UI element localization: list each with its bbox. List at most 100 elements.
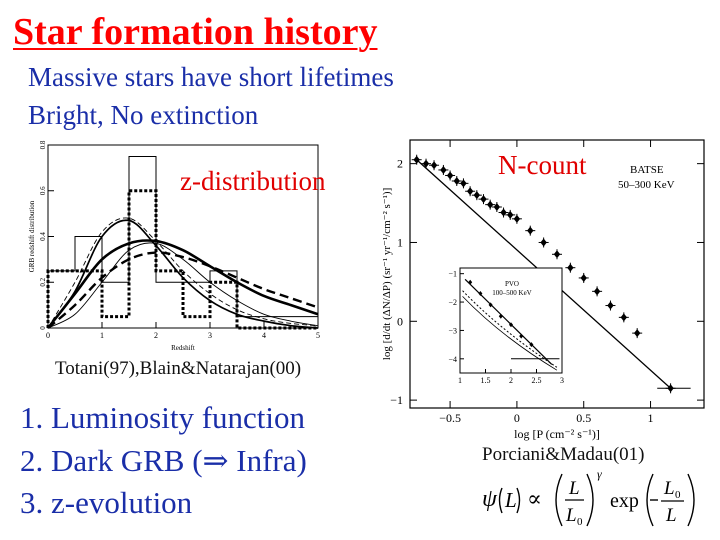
n-count-label: N-count bbox=[498, 150, 587, 180]
inset-x-tick-label: 1.5 bbox=[481, 376, 491, 385]
inset-legend-instrument: PVO bbox=[505, 280, 519, 288]
svg-text:γ: γ bbox=[597, 470, 602, 481]
model-curve-2 bbox=[47, 251, 319, 329]
inset-x-tick-label: 3 bbox=[560, 376, 564, 385]
histogram-2 bbox=[46, 189, 318, 330]
y-axis-label: GRB redshift distribution bbox=[28, 200, 36, 272]
inset-data-point bbox=[498, 313, 503, 319]
page-title: Star formation history bbox=[13, 11, 378, 53]
inset-legend-energy-band: 100–500 KeV bbox=[492, 289, 531, 297]
y-tick-label: 0.8 bbox=[39, 140, 47, 149]
legend-instrument: BATSE bbox=[630, 164, 664, 176]
x-tick-label: 0 bbox=[514, 411, 520, 425]
y-tick-label: 0.4 bbox=[39, 232, 47, 241]
y-axis-label: log [d/dt (ΔN/ΔP) (sr⁻¹ yr⁻¹/cm⁻² s⁻¹)] bbox=[381, 188, 393, 360]
redshift-distribution-chart: 0 1 2 3 4 5 0 0.2 0.4 0.6 0.8 Redshift GRB redshift … bbox=[28, 140, 320, 352]
y-tick-label: 2 bbox=[397, 157, 403, 171]
list-item-luminosity-function: 1. Luminosity function bbox=[20, 400, 306, 435]
x-tick-label: 0.5 bbox=[576, 411, 591, 425]
model-curve-4 bbox=[47, 217, 319, 329]
n-count-chart: −0.5 0 0.5 1 −1 0 1 2 log [P (cm⁻² s⁻¹)] log [d/d… bbox=[381, 139, 705, 441]
data-point bbox=[480, 195, 487, 204]
list-item-z-evolution: 3. z-evolution bbox=[20, 485, 193, 520]
data-point bbox=[493, 203, 501, 211]
x-tick-label: 5 bbox=[316, 331, 320, 340]
x-tick-label: 3 bbox=[208, 331, 212, 340]
data-point bbox=[500, 208, 507, 217]
data-point bbox=[553, 250, 561, 259]
inset-y-tick-label: −4 bbox=[448, 355, 457, 364]
inset-data-point bbox=[519, 333, 524, 339]
data-point bbox=[593, 287, 601, 296]
y-tick-label: 1 bbox=[397, 235, 403, 249]
svg-text:0: 0 bbox=[577, 516, 583, 528]
data-point bbox=[460, 179, 467, 188]
x-tick-label: 1 bbox=[648, 411, 654, 425]
x-tick-label: 4 bbox=[262, 331, 266, 340]
data-point bbox=[473, 191, 481, 200]
x-axis-label: Redshift bbox=[171, 344, 195, 352]
y-tick-label: 0.6 bbox=[39, 186, 47, 195]
legend-energy-band: 50–300 KeV bbox=[618, 179, 675, 191]
inset-data-point bbox=[509, 322, 513, 328]
model-curve-1 bbox=[46, 239, 319, 329]
data-point bbox=[440, 165, 447, 174]
inset-x-tick-label: 2.5 bbox=[532, 376, 542, 385]
inset-data-point bbox=[488, 302, 493, 308]
data-point bbox=[633, 329, 641, 338]
data-point bbox=[446, 171, 454, 180]
data-point bbox=[453, 176, 460, 185]
inset-y-tick-label: −2 bbox=[448, 298, 457, 307]
x-tick-label: 0 bbox=[46, 331, 50, 340]
inset-model-curve-2 bbox=[462, 296, 558, 371]
svg-text:0: 0 bbox=[675, 489, 681, 501]
subtitle-line-2: Bright, No extinction bbox=[28, 100, 259, 130]
y-tick-label: −1 bbox=[390, 393, 403, 407]
histogram-1 bbox=[47, 155, 319, 328]
inset-data-point bbox=[529, 342, 534, 348]
x-tick-label: 2 bbox=[154, 331, 158, 340]
svg-text:L: L bbox=[565, 505, 577, 526]
data-point bbox=[486, 200, 494, 209]
inset-data-point bbox=[478, 291, 483, 297]
data-point bbox=[607, 301, 614, 310]
z-distribution-label: z-distribution bbox=[180, 166, 326, 196]
data-point bbox=[540, 238, 547, 247]
luminosity-function-formula: ψ L ∝ L L 0 γ exp L 0 L bbox=[482, 470, 695, 528]
svg-text:L: L bbox=[663, 478, 675, 499]
x-tick-label: 1 bbox=[100, 331, 104, 340]
svg-text:L: L bbox=[504, 488, 517, 512]
data-point bbox=[567, 263, 574, 272]
data-point bbox=[466, 187, 474, 196]
inset-y-tick-label: −3 bbox=[448, 326, 457, 335]
inset-y-tick-label: −1 bbox=[448, 270, 457, 279]
plot-frame bbox=[409, 139, 705, 409]
inset-x-tick-label: 1 bbox=[458, 376, 462, 385]
x-tick-label: −0.5 bbox=[439, 411, 461, 425]
left-figure-caption: Totani(97),Blain&Natarajan(00) bbox=[55, 358, 302, 379]
inset-data-point bbox=[468, 279, 473, 285]
svg-text:exp: exp bbox=[610, 490, 639, 512]
data-point bbox=[667, 384, 674, 393]
subtitle-line-1: Massive stars have short lifetimes bbox=[28, 62, 394, 92]
inset-model-curve bbox=[462, 290, 558, 368]
inset-frame bbox=[459, 267, 563, 374]
x-axis-label: log [P (cm⁻² s⁻¹)] bbox=[514, 427, 600, 441]
svg-text:ψ: ψ bbox=[482, 486, 498, 512]
model-curve-3 bbox=[47, 242, 319, 329]
svg-text:L: L bbox=[665, 505, 677, 526]
svg-text:∝: ∝ bbox=[527, 486, 542, 511]
data-point bbox=[527, 226, 534, 235]
right-figure-caption: Porciani&Madau(01) bbox=[482, 444, 645, 465]
inset-x-tick-label: 2 bbox=[509, 376, 513, 385]
y-tick-label: 0 bbox=[397, 314, 403, 328]
model-curve-5 bbox=[47, 219, 319, 329]
data-point bbox=[413, 155, 420, 164]
y-tick-label: 0 bbox=[39, 326, 47, 330]
data-point bbox=[430, 161, 438, 170]
data-point bbox=[580, 273, 587, 282]
data-point bbox=[513, 214, 521, 223]
list-item-dark-grb: 2. Dark GRB (⇒ Infra) bbox=[20, 443, 307, 478]
data-point bbox=[620, 313, 628, 322]
svg-text:L: L bbox=[568, 478, 580, 499]
